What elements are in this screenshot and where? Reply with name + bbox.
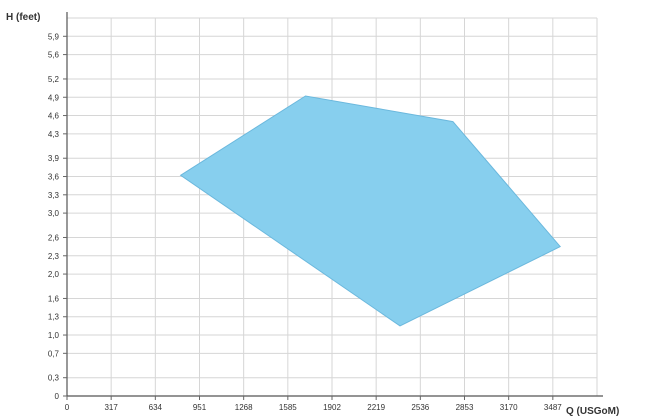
y-tick-label: 1,3 [48, 313, 60, 322]
x-tick-label: 3170 [500, 403, 518, 412]
y-tick-label: 0,7 [48, 349, 60, 358]
y-tick-label: 5,2 [48, 75, 60, 84]
x-tick-label: 2853 [456, 403, 474, 412]
y-tick-label: 2,3 [48, 252, 60, 261]
x-tick-label: 951 [193, 403, 207, 412]
x-tick-label: 0 [65, 403, 70, 412]
x-tick-label: 1902 [323, 403, 341, 412]
y-tick-label: 2,0 [48, 270, 60, 279]
y-tick-label: 3,6 [48, 173, 60, 182]
x-tick-label: 2219 [367, 403, 385, 412]
y-tick-label: 5,6 [48, 51, 60, 60]
y-tick-label: 3,3 [48, 191, 60, 200]
axes [66, 12, 603, 397]
x-tick-label: 634 [149, 403, 163, 412]
y-axis-title: H (feet) [6, 12, 40, 23]
y-tick-label: 0 [55, 392, 60, 401]
x-tick-label: 2536 [411, 403, 429, 412]
y-tick-label: 0,3 [48, 374, 60, 383]
x-tick-label: 317 [104, 403, 118, 412]
operating-area-polygon [179, 95, 561, 327]
y-tick-label: 4,6 [48, 112, 60, 121]
y-tick-label: 1,0 [48, 331, 60, 340]
x-tick-label: 1585 [279, 403, 297, 412]
y-tick-label: 2,6 [48, 233, 60, 242]
y-tick-label: 3,0 [48, 209, 60, 218]
x-axis-title: Q (USGoM) [566, 406, 619, 417]
y-axis-ticks: 0 0,3 0,7 1,0 1,3 1,6 2,0 2,3 2,6 3,0 3,3 3,6 3,9 4,3… [48, 32, 67, 401]
x-axis-ticks: 0 317 634 951 1268 1585 1902 2219 2536 2853 3170 34… [65, 396, 562, 412]
y-tick-label: 1,6 [48, 294, 60, 303]
operating-area [179, 95, 561, 327]
y-tick-label: 5,9 [48, 32, 60, 41]
y-tick-label: 4,9 [48, 93, 60, 102]
x-tick-label: 1268 [235, 403, 253, 412]
y-tick-label: 3,9 [48, 154, 60, 163]
x-tick-label: 3487 [544, 403, 562, 412]
y-tick-label: 4,3 [48, 130, 60, 139]
